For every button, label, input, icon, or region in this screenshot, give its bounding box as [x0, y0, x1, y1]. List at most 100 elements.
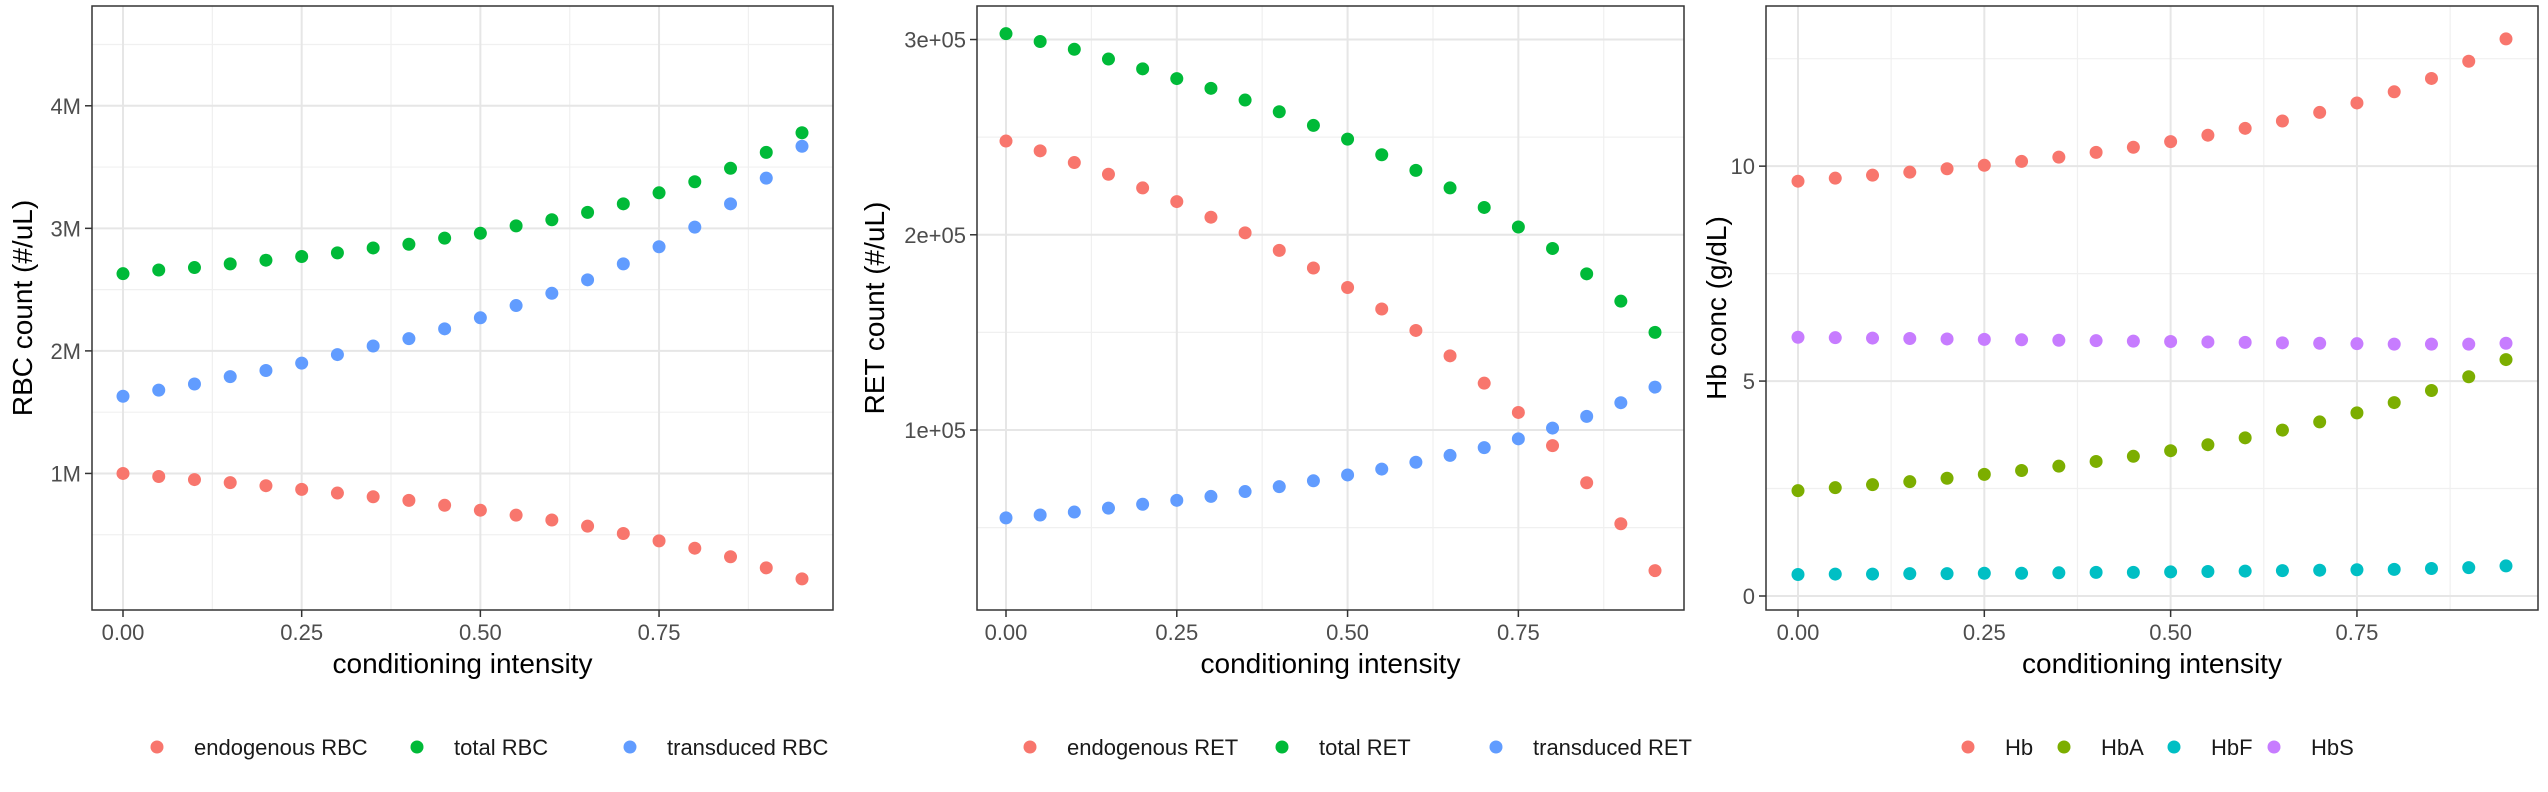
point-transduced-rbc — [402, 332, 416, 346]
point-hbs — [1866, 331, 1880, 345]
point-hba — [2313, 415, 2327, 429]
legend-key-hba — [2057, 740, 2071, 754]
legend-key-hbs — [2267, 740, 2281, 754]
point-transduced-ret — [1409, 455, 1423, 469]
point-hbf — [2052, 566, 2066, 580]
point-hbs — [1977, 332, 1991, 346]
point-hbf — [1828, 567, 1842, 581]
point-hbf — [1977, 566, 1991, 580]
point-endogenous-ret — [1375, 302, 1389, 316]
point-hbf — [2424, 561, 2438, 575]
point-total-ret — [1614, 294, 1628, 308]
data-points — [999, 27, 1662, 578]
point-total-rbc — [152, 263, 166, 277]
x-tick-label: 0.50 — [1326, 620, 1369, 645]
legend-label-hbs: HbS — [2311, 735, 2354, 760]
point-endogenous-ret — [1306, 261, 1320, 275]
point-hba — [1977, 467, 1991, 481]
point-endogenous-ret — [1580, 476, 1594, 490]
point-hba — [1940, 471, 1954, 485]
point-endogenous-rbc — [366, 490, 380, 504]
point-endogenous-ret — [1033, 144, 1047, 158]
x-tick-label: 0.00 — [102, 620, 145, 645]
point-endogenous-rbc — [438, 498, 452, 512]
point-endogenous-ret — [1477, 376, 1491, 390]
point-hba — [2350, 406, 2364, 420]
point-total-ret — [1067, 42, 1081, 56]
y-tick-label: 5 — [1743, 369, 1755, 394]
point-total-rbc — [402, 237, 416, 251]
point-hba — [2164, 444, 2178, 458]
point-total-rbc — [187, 261, 201, 275]
point-hbs — [1940, 332, 1954, 346]
point-hba — [2387, 396, 2401, 410]
point-endogenous-ret — [1614, 517, 1628, 531]
point-hbf — [2089, 565, 2103, 579]
point-total-ret — [1477, 200, 1491, 214]
point-hbs — [2313, 336, 2327, 350]
point-hb — [1791, 174, 1805, 188]
point-hb — [2387, 85, 2401, 99]
point-hb — [2499, 32, 2513, 46]
point-endogenous-rbc — [330, 486, 344, 500]
point-total-ret — [1409, 163, 1423, 177]
point-transduced-rbc — [473, 311, 487, 325]
point-transduced-rbc — [330, 348, 344, 362]
point-total-ret — [1204, 81, 1218, 95]
point-endogenous-rbc — [724, 550, 738, 564]
grid — [92, 6, 833, 610]
legend-key-total-ret — [1275, 740, 1289, 754]
panel-rbc-count: 0.00 0.25 0.50 0.75 1M 2M 3M 4M conditioning i… — [7, 5, 834, 760]
point-hbf — [2350, 563, 2364, 577]
point-endogenous-ret — [1546, 439, 1560, 453]
legend: Hb HbA HbF HbS — [1961, 735, 2354, 760]
point-total-ret — [1306, 118, 1320, 132]
y-tick-label: 1e+05 — [904, 418, 966, 443]
point-hbs — [2387, 337, 2401, 351]
point-total-rbc — [688, 175, 702, 189]
point-hb — [2462, 54, 2476, 68]
point-hbf — [2462, 561, 2476, 575]
plot-background — [92, 6, 833, 610]
point-total-ret — [999, 27, 1013, 41]
point-endogenous-rbc — [223, 476, 237, 490]
point-hb — [2275, 114, 2289, 128]
plot-background — [1766, 6, 2538, 610]
point-hb — [2238, 121, 2252, 135]
point-endogenous-ret — [1101, 167, 1115, 181]
point-hbf — [2313, 563, 2327, 577]
legend-key-endogenous-ret — [1023, 740, 1037, 754]
point-hbs — [2499, 336, 2513, 350]
legend-key-total-rbc — [410, 740, 424, 754]
point-total-rbc — [330, 246, 344, 260]
y-tick-label: 2e+05 — [904, 223, 966, 248]
y-axis-ticks: 1M 2M 3M 4M — [50, 94, 92, 486]
panel-hb-conc: 0.00 0.25 0.50 0.75 0 5 10 conditioning inten… — [1701, 5, 2539, 760]
point-endogenous-rbc — [581, 519, 595, 533]
plot-background — [977, 6, 1684, 610]
point-hba — [2238, 431, 2252, 445]
y-axis-ticks: 0 5 10 — [1731, 154, 1766, 609]
x-tick-label: 0.50 — [2149, 620, 2192, 645]
point-total-rbc — [438, 231, 452, 245]
point-hbs — [2164, 335, 2178, 349]
point-transduced-ret — [1101, 501, 1115, 515]
point-hbs — [2350, 337, 2364, 351]
legend-label-transduced-ret: transduced RET — [1533, 735, 1692, 760]
data-points — [1791, 32, 2513, 582]
point-transduced-rbc — [295, 356, 309, 370]
point-endogenous-rbc — [152, 470, 166, 484]
point-total-rbc — [473, 226, 487, 240]
legend-label-hb: Hb — [2005, 735, 2033, 760]
point-hb — [1977, 158, 1991, 172]
point-hba — [2424, 384, 2438, 398]
x-axis-ticks: 0.00 0.25 0.50 0.75 — [102, 610, 680, 645]
point-total-ret — [1101, 52, 1115, 66]
y-tick-label: 3e+05 — [904, 28, 966, 53]
point-transduced-ret — [999, 511, 1013, 525]
point-transduced-ret — [1033, 508, 1047, 522]
point-total-ret — [1033, 34, 1047, 48]
y-axis-title: RET count (#/uL) — [859, 202, 890, 415]
point-endogenous-ret — [1511, 405, 1525, 419]
